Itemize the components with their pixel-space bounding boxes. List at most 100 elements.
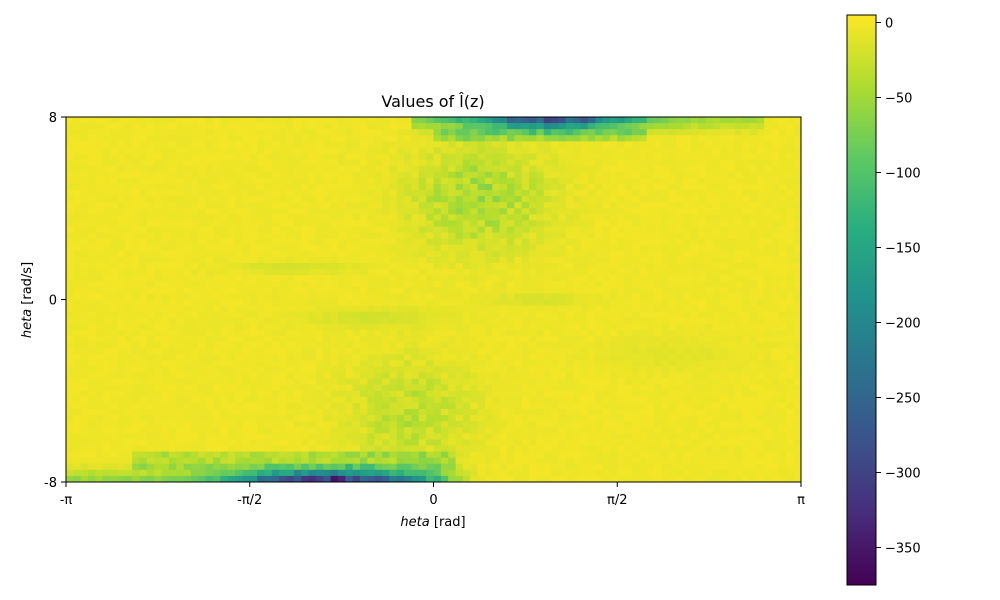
heatmap-cell	[448, 177, 457, 185]
heatmap-cell	[382, 354, 390, 361]
heatmap-cell	[631, 244, 640, 252]
heatmap-cell	[507, 378, 515, 386]
heatmap-cell	[521, 354, 530, 361]
heatmap-cell	[308, 238, 317, 246]
heatmap-cell	[161, 244, 170, 252]
heatmap-cell	[389, 123, 398, 130]
heatmap-cell	[183, 384, 192, 392]
heatmap-cell	[609, 402, 618, 410]
heatmap-cell	[360, 135, 368, 142]
heatmap-cell	[764, 323, 773, 331]
heatmap-cell	[617, 269, 626, 276]
heatmap-cell	[205, 281, 214, 288]
heatmap-cell	[631, 354, 640, 361]
heatmap-cell	[573, 196, 582, 203]
heatmap-cell	[279, 153, 288, 161]
heatmap-cell	[66, 117, 74, 124]
heatmap-cell	[205, 305, 214, 313]
heatmap-cell	[654, 360, 662, 368]
heatmap-cell	[227, 323, 236, 331]
heatmap-cell	[132, 275, 141, 282]
heatmap-cell	[492, 232, 501, 240]
heatmap-cell	[308, 415, 317, 422]
heatmap-cell	[117, 360, 126, 368]
heatmap-cell	[499, 250, 508, 258]
heatmap-cell	[227, 250, 236, 258]
heatmap-cell	[639, 263, 648, 270]
heatmap-cell	[286, 311, 295, 319]
heatmap-cell	[257, 117, 266, 124]
heatmap-cell	[455, 220, 464, 228]
heatmap-cell	[213, 342, 221, 349]
heatmap-cell	[117, 384, 126, 392]
heatmap-cell	[308, 372, 317, 380]
heatmap-cell	[227, 202, 236, 209]
heatmap-cell	[257, 336, 266, 343]
heatmap-cell	[352, 323, 361, 331]
heatmap-cell	[764, 153, 773, 161]
heatmap-cell	[756, 226, 765, 234]
heatmap-cell	[764, 214, 773, 222]
heatmap-cell	[661, 165, 670, 173]
heatmap-cell	[117, 159, 126, 167]
heatmap-cell	[205, 147, 214, 155]
heatmap-cell	[124, 281, 133, 288]
heatmap-cell	[411, 196, 420, 203]
heatmap-cell	[543, 299, 552, 307]
heatmap-cell	[639, 402, 648, 410]
heatmap-cell	[80, 202, 89, 209]
heatmap-cell	[565, 281, 574, 288]
heatmap-cell	[161, 226, 170, 234]
heatmap-cell	[154, 153, 163, 161]
heatmap-cell	[440, 214, 449, 222]
heatmap-cell	[227, 177, 236, 185]
heatmap-cell	[279, 360, 288, 368]
heatmap-cell	[558, 232, 567, 240]
heatmap-cell	[624, 384, 633, 392]
heatmap-cell	[646, 183, 655, 191]
heatmap-cell	[639, 336, 648, 343]
heatmap-cell	[786, 177, 795, 185]
heatmap-cell	[565, 123, 574, 130]
heatmap-cell	[308, 354, 317, 361]
heatmap-cell	[227, 183, 236, 191]
heatmap-cell	[536, 123, 545, 130]
heatmap-cell	[595, 183, 604, 191]
heatmap-cell	[440, 269, 449, 276]
heatmap-cell	[220, 123, 229, 130]
heatmap-cell	[146, 263, 155, 270]
heatmap-cell	[477, 305, 486, 313]
heatmap-cell	[587, 281, 596, 288]
heatmap-cell	[110, 299, 119, 307]
heatmap-cell	[382, 317, 390, 325]
heatmap-cell	[389, 244, 398, 252]
heatmap-cell	[176, 238, 185, 246]
heatmap-cell	[360, 153, 368, 161]
heatmap-cell	[455, 135, 464, 142]
heatmap-cell	[433, 287, 442, 295]
heatmap-cell	[411, 323, 420, 331]
heatmap-cell	[734, 311, 743, 319]
heatmap-cell	[499, 360, 508, 368]
heatmap-cell	[676, 293, 684, 301]
heatmap-cell	[470, 402, 479, 410]
heatmap-cell	[617, 287, 626, 295]
heatmap-cell	[551, 366, 560, 374]
heatmap-cell	[110, 317, 119, 325]
heatmap-cell	[639, 190, 648, 197]
heatmap-cell	[595, 226, 604, 234]
heatmap-cell	[507, 360, 515, 368]
heatmap-cell	[374, 311, 383, 319]
heatmap-cell	[521, 378, 530, 386]
heatmap-cell	[323, 202, 332, 209]
heatmap-cell	[565, 250, 574, 258]
heatmap-cell	[345, 250, 354, 258]
heatmap-cell	[602, 123, 611, 130]
heatmap-cell	[602, 190, 611, 197]
heatmap-cell	[264, 396, 273, 404]
heatmap-cell	[146, 329, 155, 337]
heatmap-cell	[602, 336, 611, 343]
heatmap-cell	[705, 226, 714, 234]
heatmap-cell	[345, 244, 354, 252]
heatmap-cell	[426, 402, 435, 410]
